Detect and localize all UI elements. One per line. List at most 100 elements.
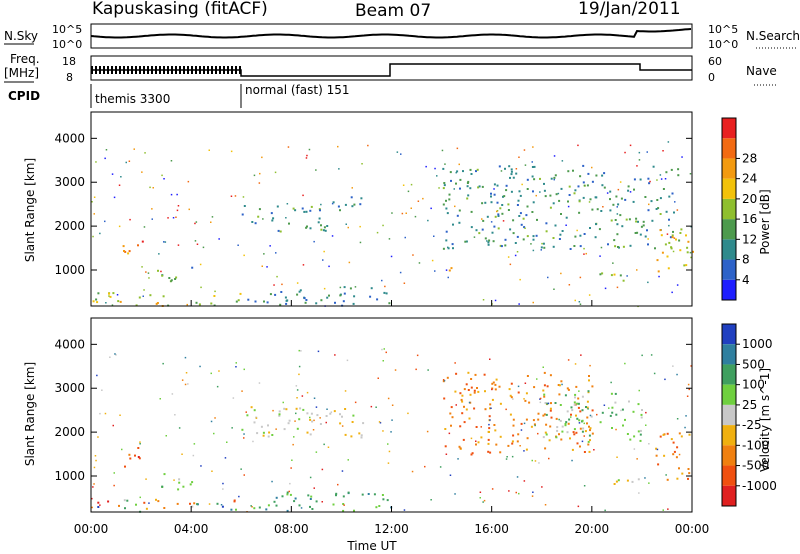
range-cell [494,388,497,391]
range-cell [375,406,377,408]
range-cell [679,249,682,252]
range-cell [591,180,594,183]
range-cell [648,443,650,445]
range-cell [450,424,452,427]
range-cell [92,235,94,238]
range-cell [443,182,446,184]
range-cell [467,180,470,183]
range-cell [308,148,311,151]
range-cell [638,159,641,161]
range-cell [269,245,271,247]
range-cell [641,354,643,357]
range-cell [497,213,500,216]
range-cell [391,404,394,406]
range-cell [465,383,468,386]
freq-mark [175,66,177,74]
range-cell [177,488,180,491]
range-cell [480,436,483,439]
range-cell [609,209,612,212]
range-cell [455,372,458,375]
range-cell [567,388,570,391]
range-cell [647,177,650,180]
range-cell [124,250,127,253]
range-cell [448,198,451,201]
velocity-y-axis: 1000 2000 3000 4000 [54,337,692,483]
range-cell [99,412,101,415]
range-cell [450,179,452,182]
range-cell [688,388,690,391]
range-cell [210,420,213,423]
range-cell [458,221,461,224]
range-cell [579,445,581,448]
freq-tick-low: 8 [66,71,73,84]
range-cell [671,192,674,195]
range-cell [241,428,244,431]
range-cell [218,370,220,372]
range-cell [214,290,216,293]
range-cell [115,354,117,356]
range-cell [240,468,242,470]
range-cell [233,499,236,502]
range-cell [303,210,306,213]
range-cell [278,413,281,416]
range-cell [92,300,95,303]
range-cell [123,499,126,502]
range-cell [491,488,494,490]
range-cell [353,509,355,512]
range-cell [157,269,159,272]
range-cell [679,232,682,234]
range-cell [549,407,552,410]
range-cell [436,175,438,177]
range-cell [586,400,589,403]
range-cell [91,201,93,203]
range-cell [347,226,349,229]
range-cell [636,269,638,271]
range-cell [659,174,662,176]
range-cell [343,504,345,506]
range-cell [194,240,197,242]
range-cell [519,194,522,197]
range-cell [457,458,459,460]
range-cell [172,217,175,219]
range-cell [456,147,459,150]
range-cell [306,431,309,434]
range-cell [640,416,643,419]
freq-mark [179,66,181,74]
range-cell [591,166,593,169]
range-cell [558,199,561,202]
range-cell [662,509,664,511]
range-cell [512,434,515,437]
range-cell [545,222,548,225]
range-cell [448,269,451,272]
range-cell [347,459,349,461]
cpid-panel: CPID themis 3300 normal (fast) 151 [8,83,349,108]
range-cell [345,223,347,225]
range-cell [454,390,457,393]
range-cell [385,292,388,295]
range-cell [444,163,446,165]
range-cell [497,227,500,230]
range-cell [99,232,101,235]
range-cell [516,204,519,206]
range-cell [665,210,668,213]
range-cell [199,263,202,266]
range-cell [311,420,314,423]
range-cell [274,171,277,174]
range-cell [238,495,240,498]
range-cell [259,172,261,175]
range-cell [313,240,315,243]
colorbar-band [722,364,736,385]
x-tick-label: 08:00 [274,522,309,536]
range-cell [360,436,363,439]
range-cell [567,422,570,425]
range-cell [589,227,591,229]
range-cell [349,287,352,290]
range-cell [583,184,586,187]
range-cell [266,301,269,304]
range-cell [550,402,552,405]
range-cell [561,383,563,386]
range-cell [137,447,140,449]
range-cell [686,395,689,397]
range-cell [137,244,139,247]
range-cell [528,401,531,404]
